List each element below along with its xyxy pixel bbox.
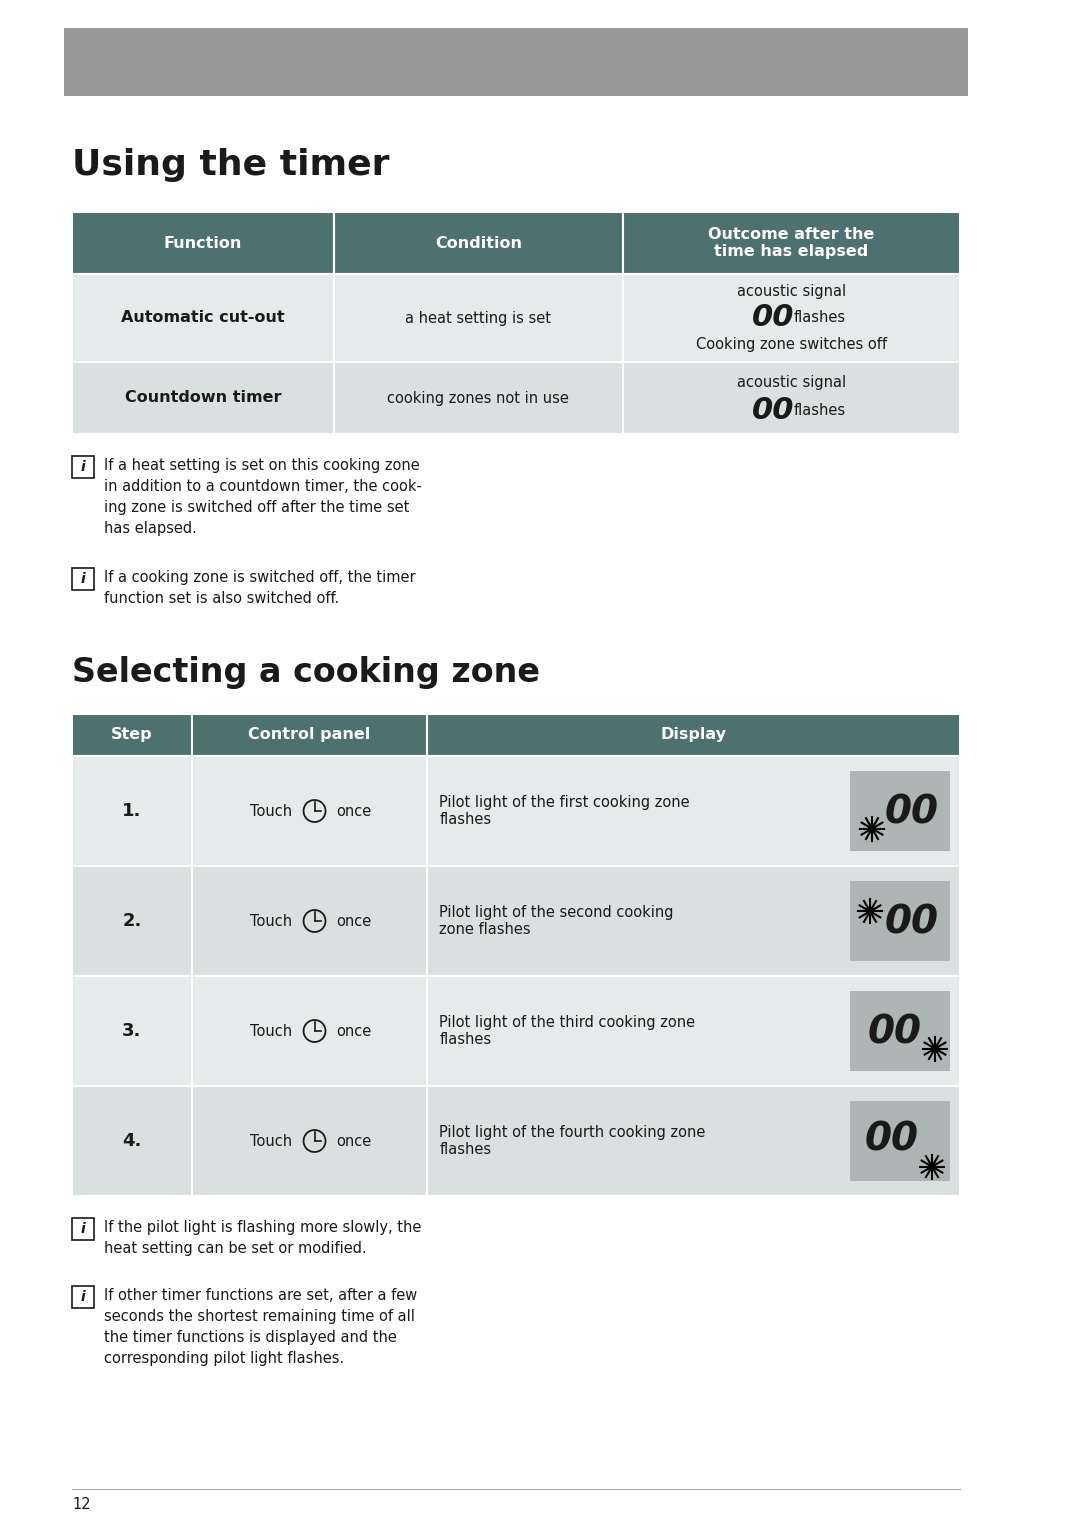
Text: 00: 00 [885,904,939,942]
Bar [428,976,960,1086]
Text: once: once [336,1133,372,1148]
Bar [192,865,428,976]
Text: If a cooking zone is switched off, the timer: If a cooking zone is switched off, the t… [104,570,416,586]
Text: flashes: flashes [793,310,846,326]
Bar [72,567,94,590]
Bar [428,865,960,976]
Text: i: i [81,1222,85,1235]
Bar [192,1086,428,1196]
Text: Pilot light of the fourth cooking zone
flashes: Pilot light of the fourth cooking zone f… [440,1125,705,1157]
Bar [334,213,622,274]
Bar [72,362,334,434]
Text: If the pilot light is flashing more slowly, the: If the pilot light is flashing more slow… [104,1220,421,1235]
Bar [192,755,428,865]
Text: once: once [336,913,372,928]
Text: Using the timer: Using the timer [72,148,390,182]
Circle shape [866,907,874,916]
Bar [72,213,334,274]
Bar [72,456,94,479]
Text: i: i [81,1290,85,1304]
Text: acoustic signal: acoustic signal [737,375,846,390]
Bar [192,976,428,1086]
Bar [72,1286,94,1307]
Bar [850,991,950,1070]
Bar [334,274,622,362]
Bar [622,213,960,274]
Text: Step: Step [111,728,152,743]
Text: i: i [81,460,85,474]
Bar [72,865,192,976]
Text: Pilot light of the third cooking zone
flashes: Pilot light of the third cooking zone fl… [440,1015,696,1047]
Bar [72,1219,94,1240]
Text: 00: 00 [865,1121,919,1159]
Text: Condition: Condition [435,235,522,251]
Text: Automatic cut-out: Automatic cut-out [121,310,285,326]
Bar [850,771,950,852]
Bar [850,881,950,962]
Text: in addition to a countdown timer, the cook-: in addition to a countdown timer, the co… [104,479,422,494]
Text: a heat setting is set: a heat setting is set [405,310,551,326]
Text: heat setting can be set or modified.: heat setting can be set or modified. [104,1242,367,1255]
Text: has elapsed.: has elapsed. [104,521,197,537]
Bar [850,1101,950,1180]
Bar [72,1086,192,1196]
Text: i: i [81,572,85,586]
Text: 00: 00 [752,396,795,425]
Circle shape [928,1162,936,1171]
Text: 00: 00 [752,303,795,332]
Text: function set is also switched off.: function set is also switched off. [104,592,339,605]
Text: Pilot light of the first cooking zone
flashes: Pilot light of the first cooking zone fl… [440,795,690,827]
Bar [622,362,960,434]
Text: Touch: Touch [251,1023,293,1038]
Text: cooking zones not in use: cooking zones not in use [388,390,569,405]
Text: Touch: Touch [251,1133,293,1148]
Bar [622,274,960,362]
Bar [64,28,968,96]
Bar [428,1086,960,1196]
Text: Control panel: Control panel [248,728,370,743]
Bar [72,274,334,362]
Text: seconds the shortest remaining time of all: seconds the shortest remaining time of a… [104,1309,415,1324]
Text: If other timer functions are set, after a few: If other timer functions are set, after … [104,1287,417,1303]
Text: 1.: 1. [122,803,141,820]
Bar [72,714,192,755]
Text: Touch: Touch [251,804,293,818]
Text: Pilot light of the second cooking
zone flashes: Pilot light of the second cooking zone f… [440,905,674,937]
Text: Function: Function [164,235,242,251]
Circle shape [868,824,876,833]
Text: the timer functions is displayed and the: the timer functions is displayed and the [104,1330,396,1346]
Bar [72,755,192,865]
Text: once: once [336,804,372,818]
Text: Outcome after the
time has elapsed: Outcome after the time has elapsed [708,226,875,260]
Text: acoustic signal: acoustic signal [737,284,846,300]
Text: 3.: 3. [122,1021,141,1040]
Text: 00: 00 [885,794,939,832]
Text: flashes: flashes [793,404,846,419]
Text: corresponding pilot light flashes.: corresponding pilot light flashes. [104,1352,345,1365]
Bar [428,714,960,755]
Text: Selecting a cooking zone: Selecting a cooking zone [72,656,540,690]
Bar [428,755,960,865]
Text: If a heat setting is set on this cooking zone: If a heat setting is set on this cooking… [104,459,420,472]
Text: ing zone is switched off after the time set: ing zone is switched off after the time … [104,500,409,515]
Text: 4.: 4. [122,1131,141,1150]
Circle shape [931,1044,939,1052]
Text: Cooking zone switches off: Cooking zone switches off [696,336,887,352]
Text: once: once [336,1023,372,1038]
Bar [192,714,428,755]
Text: Display: Display [661,728,727,743]
Text: 2.: 2. [122,911,141,930]
Text: Touch: Touch [251,913,293,928]
Text: 00: 00 [868,1014,922,1052]
Bar [334,362,622,434]
Text: Countdown timer: Countdown timer [124,390,281,405]
Bar [72,976,192,1086]
Text: 12: 12 [72,1497,91,1512]
